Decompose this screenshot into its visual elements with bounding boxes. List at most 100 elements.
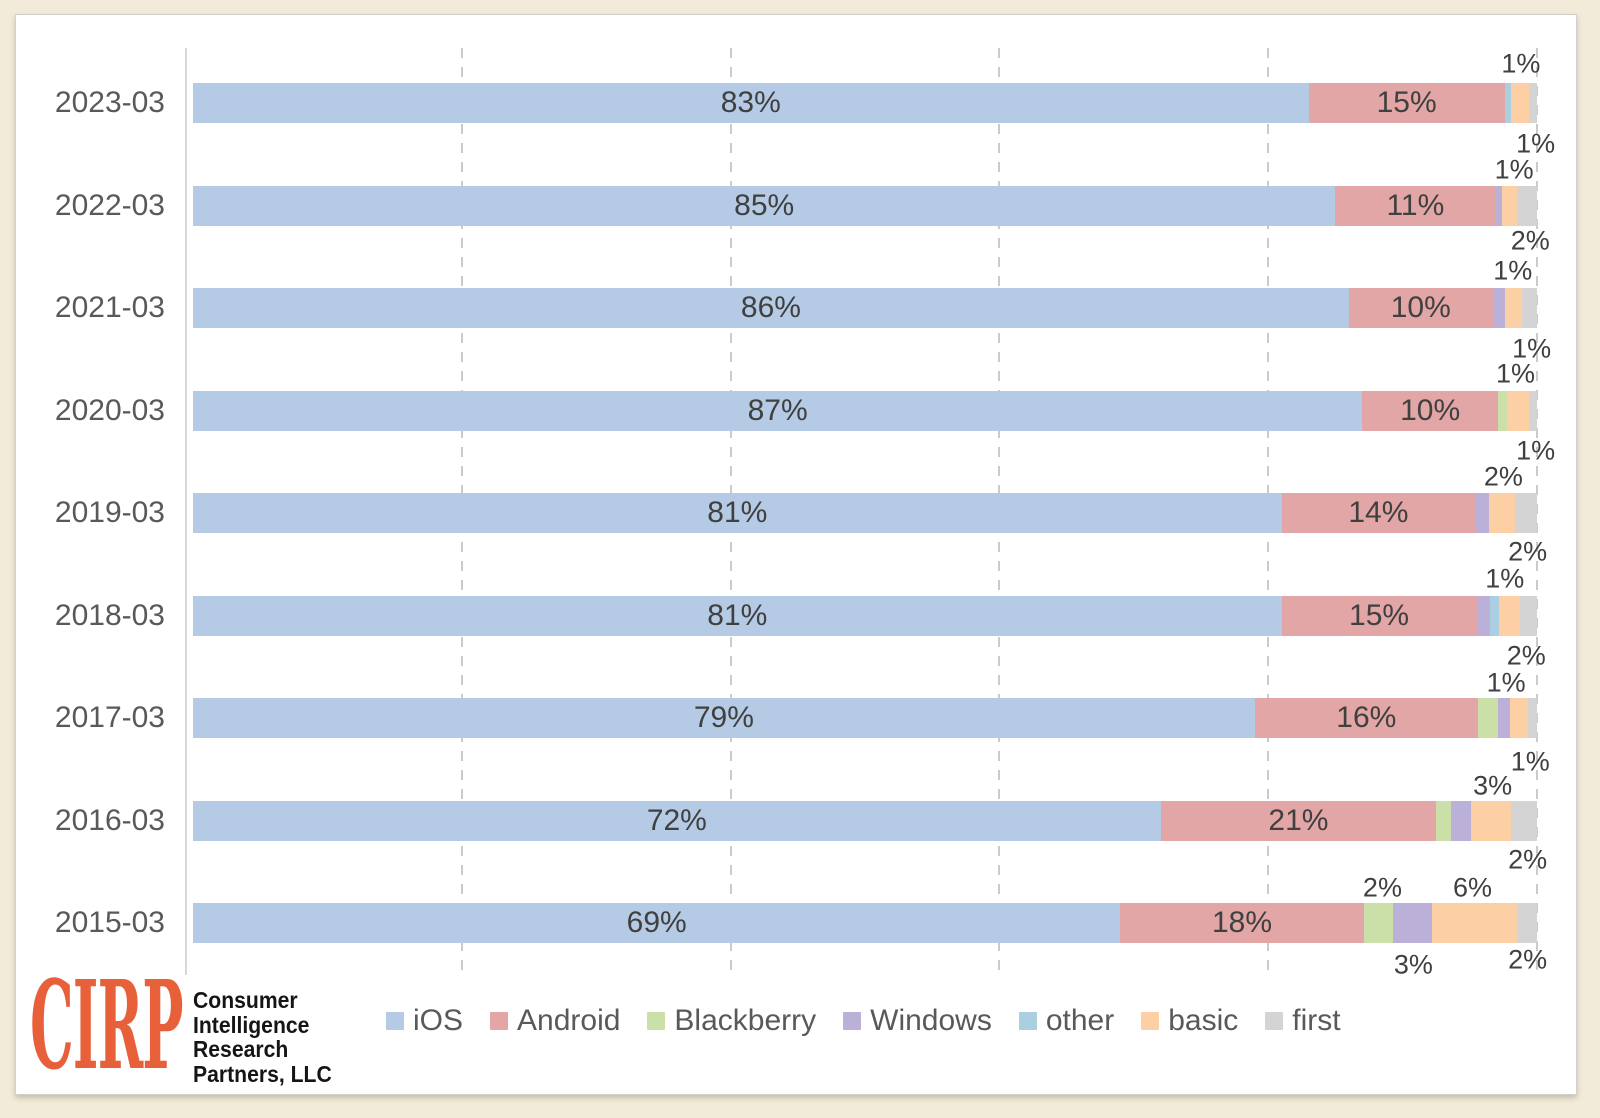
segment-windows <box>1492 288 1505 328</box>
segment-ios: 85% <box>193 185 1336 226</box>
segment-ios: 69% <box>193 903 1121 943</box>
segment-value-label: 14% <box>1348 496 1409 529</box>
segment-windows <box>1495 185 1503 226</box>
category-label-2020-03: 2020-03 <box>54 393 165 427</box>
segment-first <box>1522 288 1537 328</box>
callout-label: 3% <box>1393 949 1433 980</box>
gridline-100pct <box>1536 48 1538 970</box>
segment-value-label: 10% <box>1400 393 1461 427</box>
segment-ios: 72% <box>193 800 1161 841</box>
legend-item-ios: iOS <box>386 1004 463 1038</box>
segment-value-label: 87% <box>747 393 808 427</box>
segment-android: 16% <box>1254 698 1478 738</box>
legend: iOS Android Blackberry Windows other basic fir… <box>386 1001 1341 1041</box>
callout-label: 2% <box>1508 944 1548 975</box>
segment-value-label: 86% <box>740 291 801 324</box>
segment-android: 10% <box>1348 288 1493 328</box>
legend-label: Windows <box>870 1004 992 1037</box>
category-label-2021-03: 2021-03 <box>54 291 165 324</box>
callout-label: 2% <box>1508 844 1548 875</box>
callout-label: 2% <box>1508 536 1548 567</box>
segment-first <box>1528 390 1537 431</box>
callout-label: 1% <box>1501 48 1541 79</box>
segment-android: 10% <box>1362 390 1498 431</box>
bar-row-2015-03: 69% 18% <box>193 903 1537 943</box>
legend-item-blackberry: Blackberry <box>647 1004 816 1038</box>
segment-ios: 79% <box>193 698 1255 738</box>
legend-swatch-basic <box>1141 1012 1160 1030</box>
legend-item-android: Android <box>490 1004 620 1038</box>
callout-label: 1% <box>1510 746 1550 777</box>
callout-label: 2% <box>1506 640 1546 671</box>
legend-swatch-other <box>1018 1012 1037 1030</box>
segment-basic <box>1488 493 1516 533</box>
legend-label: other <box>1045 1004 1115 1037</box>
legend-swatch-blackberry <box>647 1012 666 1030</box>
segment-blackberry <box>1363 903 1394 943</box>
callout-label: 1% <box>1495 358 1535 389</box>
segment-value-label: 85% <box>734 188 795 222</box>
bar-row-2019-03: 81% 14% <box>193 493 1537 533</box>
segment-other <box>1489 595 1500 636</box>
segment-first <box>1518 903 1537 943</box>
cirp-logo-text-line: Consumer <box>193 987 298 1013</box>
segment-blackberry <box>1498 390 1508 431</box>
segment-basic <box>1471 800 1512 841</box>
segment-ios: 86% <box>193 288 1349 328</box>
segment-first <box>1515 493 1537 533</box>
segment-basic <box>1510 698 1528 738</box>
segment-android: 18% <box>1120 903 1364 943</box>
segment-ios: 81% <box>193 493 1282 533</box>
segment-android: 21% <box>1160 800 1437 841</box>
cirp-logo-text: Consumer Intelligence Research Partners, LL… <box>193 988 332 1086</box>
legend-swatch-android <box>490 1012 509 1030</box>
segment-basic <box>1511 83 1529 123</box>
segment-value-label: 16% <box>1336 701 1397 734</box>
segment-value-label: 81% <box>707 496 768 529</box>
bar-row-2020-03: 87% 10% <box>193 390 1537 431</box>
segment-windows <box>1450 800 1472 841</box>
legend-swatch-first <box>1265 1012 1284 1030</box>
callout-label: 1% <box>1485 563 1525 594</box>
segment-windows <box>1498 698 1511 738</box>
callout-label: 2% <box>1362 872 1402 903</box>
cirp-logo-text-line: Intelligence <box>193 1011 310 1038</box>
segment-windows <box>1393 903 1433 943</box>
callout-label: 2% <box>1483 461 1523 492</box>
bar-row-2022-03: 85% 11% <box>193 185 1537 226</box>
segment-basic <box>1502 185 1517 226</box>
legend-item-first: first <box>1265 1004 1341 1038</box>
bar-row-2016-03: 72% 21% <box>193 800 1537 841</box>
bar-row-2018-03: 81% 15% <box>193 595 1537 636</box>
segment-android: 15% <box>1281 595 1477 636</box>
segment-value-label: 15% <box>1376 86 1437 119</box>
callout-label: 3% <box>1473 770 1513 801</box>
legend-item-windows: Windows <box>843 1004 992 1038</box>
legend-item-other: other <box>1018 1004 1115 1038</box>
callout-label: 1% <box>1494 154 1534 185</box>
callout-label: 2% <box>1510 225 1550 256</box>
legend-label: Blackberry <box>674 1004 817 1037</box>
category-label-2015-03: 2015-03 <box>54 906 165 939</box>
category-label-2022-03: 2022-03 <box>54 188 165 222</box>
segment-basic <box>1507 390 1529 431</box>
segment-value-label: 15% <box>1349 598 1410 632</box>
category-label-2018-03: 2018-03 <box>54 598 165 632</box>
segment-value-label: 69% <box>626 906 687 939</box>
segment-other <box>1504 83 1512 123</box>
segment-android: 11% <box>1335 185 1496 226</box>
y-axis-line <box>185 48 187 975</box>
segment-first <box>1528 83 1537 123</box>
segment-windows <box>1476 595 1490 636</box>
segment-first <box>1516 185 1537 226</box>
bar-row-2021-03: 86% 10% <box>193 288 1537 328</box>
legend-label: Android <box>517 1004 621 1037</box>
callout-label: 1% <box>1516 435 1556 466</box>
segment-ios: 87% <box>193 390 1363 431</box>
category-label-2019-03: 2019-03 <box>54 496 165 529</box>
segment-value-label: 21% <box>1268 803 1329 837</box>
callout-label: 6% <box>1452 872 1492 903</box>
callout-label: 1% <box>1493 255 1533 286</box>
legend-swatch-ios <box>386 1012 404 1030</box>
segment-value-label: 11% <box>1386 188 1445 222</box>
